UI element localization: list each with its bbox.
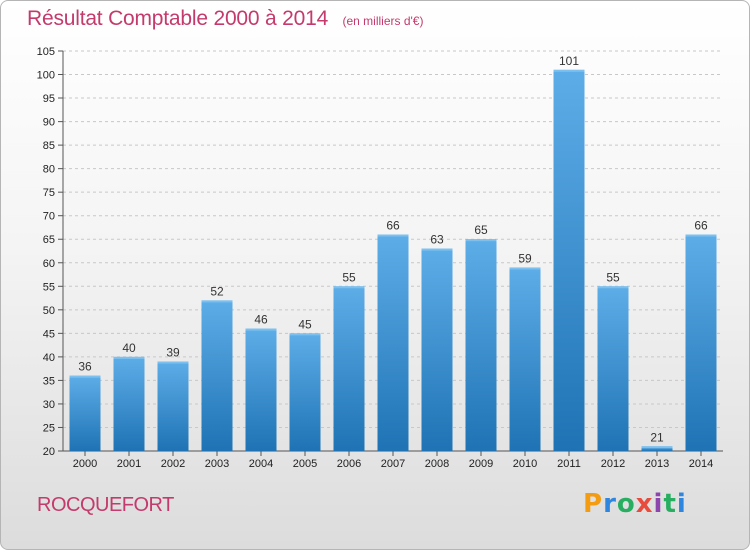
bar-2010 bbox=[509, 267, 541, 451]
x-tick-label-2002: 2002 bbox=[161, 458, 185, 470]
x-tick-label-2014: 2014 bbox=[689, 458, 713, 470]
bar-top-2009 bbox=[465, 239, 497, 242]
data-labels: 36 40 39 52 46 45 55 66 63 65 59 101 55 21 66 bbox=[78, 54, 708, 444]
y-tick-label: 30 bbox=[43, 399, 55, 411]
bar-top-2005 bbox=[289, 333, 321, 336]
y-tick-label: 105 bbox=[37, 46, 55, 58]
bar-top-2014 bbox=[685, 234, 717, 237]
x-tick-label-2011: 2011 bbox=[557, 458, 581, 470]
value-label-2001: 40 bbox=[122, 341, 136, 355]
bar-2004 bbox=[245, 328, 277, 451]
bar-2005 bbox=[289, 333, 321, 451]
value-label-2006: 55 bbox=[342, 270, 356, 284]
bar-top-2002 bbox=[157, 361, 189, 364]
y-tick-label: 85 bbox=[43, 140, 55, 152]
bar-top-2006 bbox=[333, 286, 365, 289]
proxiti-logo: Proxiti bbox=[583, 489, 687, 519]
x-tick-label-2013: 2013 bbox=[645, 458, 669, 470]
bar-top-2010 bbox=[509, 267, 541, 270]
y-tick-label: 100 bbox=[37, 70, 55, 82]
bar-top-2003 bbox=[201, 300, 233, 303]
axes: 20 25 30 35 40 45 50 55 60 65 70 75 80 85 90 95 100 105 20… bbox=[37, 46, 723, 470]
y-tick-label: 90 bbox=[43, 117, 55, 129]
value-label-2010: 59 bbox=[518, 251, 532, 265]
value-label-2004: 46 bbox=[254, 313, 268, 327]
bar-top-2012 bbox=[597, 286, 629, 289]
y-tick-label: 45 bbox=[43, 328, 55, 340]
bar-2001 bbox=[113, 356, 145, 451]
x-tick-label-2012: 2012 bbox=[601, 458, 625, 470]
x-tick-label-2001: 2001 bbox=[117, 458, 141, 470]
bar-2000 bbox=[69, 375, 101, 451]
x-tick-label-2004: 2004 bbox=[249, 458, 273, 470]
value-label-2007: 66 bbox=[386, 219, 400, 233]
x-tick-label-2010: 2010 bbox=[513, 458, 537, 470]
y-tick-label: 55 bbox=[43, 281, 55, 293]
value-label-2014: 66 bbox=[694, 219, 708, 233]
value-label-2002: 39 bbox=[166, 346, 180, 360]
bar-2006 bbox=[333, 286, 365, 451]
bar-2007 bbox=[377, 234, 409, 451]
y-tick-label: 75 bbox=[43, 187, 55, 199]
x-tick-label-2009: 2009 bbox=[469, 458, 493, 470]
value-label-2011: 101 bbox=[559, 54, 579, 68]
chart-title: Résultat Comptable 2000 à 2014 bbox=[27, 7, 329, 30]
bar-top-2011 bbox=[553, 69, 585, 72]
y-tick-label: 70 bbox=[43, 211, 55, 223]
value-label-2005: 45 bbox=[298, 317, 312, 331]
bar-top-2013 bbox=[641, 446, 673, 449]
y-tick-label: 35 bbox=[43, 375, 55, 387]
commune-name: ROCQUEFORT bbox=[37, 494, 174, 516]
x-tick-label-2000: 2000 bbox=[73, 458, 97, 470]
value-label-2012: 55 bbox=[606, 270, 620, 284]
bar-top-2007 bbox=[377, 234, 409, 237]
y-tick-label: 40 bbox=[43, 352, 55, 364]
chart-title-row: Résultat Comptable 2000 à 2014 (en milli… bbox=[27, 7, 423, 31]
x-tick-label-2008: 2008 bbox=[425, 458, 449, 470]
bar-top-2001 bbox=[113, 356, 145, 359]
x-tick-label-2005: 2005 bbox=[293, 458, 317, 470]
y-tick-label: 95 bbox=[43, 93, 55, 105]
y-tick-label: 60 bbox=[43, 258, 55, 270]
bar-2011 bbox=[553, 69, 585, 451]
y-tick-label: 50 bbox=[43, 305, 55, 317]
bar-2003 bbox=[201, 300, 233, 451]
bars bbox=[69, 69, 717, 451]
value-label-2013: 21 bbox=[650, 430, 664, 444]
chart-unit-label: (en milliers d'€) bbox=[342, 14, 424, 28]
x-tick-label-2003: 2003 bbox=[205, 458, 229, 470]
bar-2002 bbox=[157, 361, 189, 451]
bar-2008 bbox=[421, 248, 453, 451]
y-tick-label: 25 bbox=[43, 422, 55, 434]
y-tick-label: 20 bbox=[43, 446, 55, 458]
bar-top-2004 bbox=[245, 328, 277, 331]
x-tick-label-2006: 2006 bbox=[337, 458, 361, 470]
y-tick-label: 80 bbox=[43, 164, 55, 176]
bar-top-2008 bbox=[421, 248, 453, 251]
bar-2014 bbox=[685, 234, 717, 451]
bar-2012 bbox=[597, 286, 629, 451]
y-tick-label: 65 bbox=[43, 234, 55, 246]
value-label-2000: 36 bbox=[78, 360, 92, 374]
bar-2009 bbox=[465, 239, 497, 451]
bar-2013 bbox=[641, 446, 673, 451]
value-label-2009: 65 bbox=[474, 223, 488, 237]
value-label-2008: 63 bbox=[430, 233, 444, 247]
value-label-2003: 52 bbox=[210, 284, 224, 298]
x-tick-label-2007: 2007 bbox=[381, 458, 405, 470]
bar-top-2000 bbox=[69, 375, 101, 378]
